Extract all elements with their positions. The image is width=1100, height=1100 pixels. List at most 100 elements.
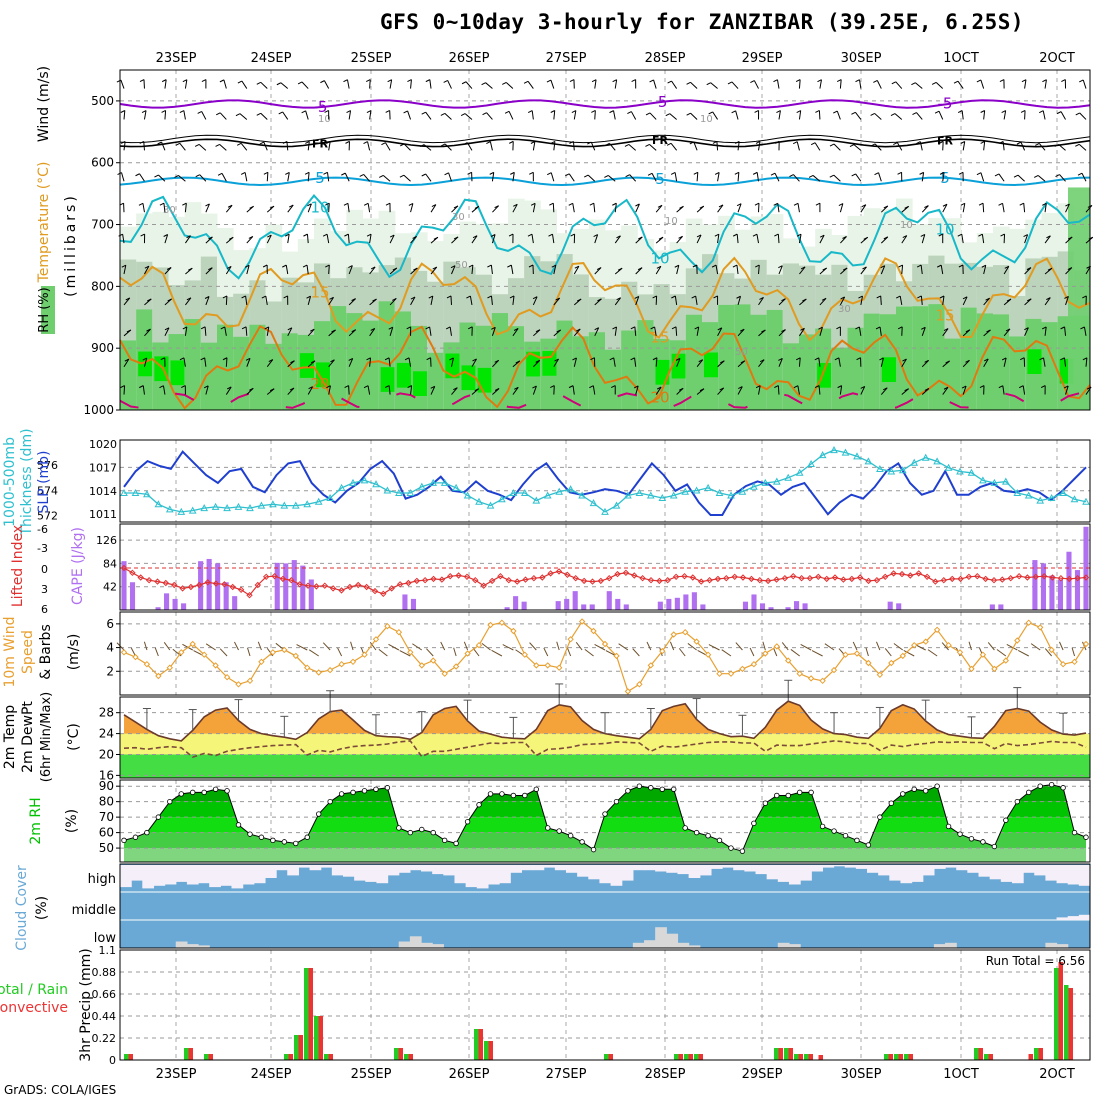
wind-barb-feather	[849, 144, 855, 148]
wind-barb-feather	[413, 267, 418, 271]
wind-barb-feather	[793, 141, 798, 145]
wind-barb	[532, 385, 537, 395]
wind-barb-feather	[754, 110, 759, 113]
lifted-index-point	[1057, 574, 1065, 582]
precip-convective-bar	[1068, 988, 1073, 1060]
wind-barb-feather	[164, 327, 170, 331]
wind-barb-feather	[363, 385, 369, 389]
wind-barb	[593, 203, 596, 213]
wind-barb-feather	[610, 385, 616, 388]
thickness-point	[612, 501, 621, 509]
cape-bar	[410, 598, 417, 610]
wind-barb-feather	[468, 326, 473, 330]
precip-convective-bar	[318, 1016, 323, 1060]
rh-shade-green	[944, 338, 962, 410]
wind-barb-feather	[902, 235, 908, 239]
lifted-index-point	[714, 575, 722, 583]
cloud-row-label: low	[94, 931, 117, 946]
wind-barb	[670, 142, 678, 151]
precip-total-bar	[984, 1054, 989, 1060]
wind-barb	[962, 141, 966, 151]
wind-barb-feather	[421, 173, 426, 177]
wind-barb-feather	[163, 234, 168, 237]
wind-10m-barb	[708, 644, 720, 651]
wind-barb-feather	[425, 326, 430, 330]
precip-convective-bar	[788, 1048, 793, 1060]
wind-barb	[915, 82, 923, 89]
wind-barb-feather	[344, 385, 349, 389]
wind-barb-feather	[698, 359, 703, 363]
wind-barb	[1065, 296, 1069, 306]
wind-barb-feather	[814, 385, 820, 389]
wind-barb-feather	[345, 140, 350, 144]
precip-total-bar	[604, 1054, 609, 1060]
wind-speed-point	[1071, 658, 1078, 666]
wind-barb	[635, 296, 640, 306]
wind-barb-feather	[308, 386, 313, 390]
wind-speed-point	[281, 646, 288, 654]
wind-barb	[798, 357, 801, 367]
wind-barb-feather	[249, 387, 254, 391]
temperature-axis-label: Temperature (°C)	[36, 162, 52, 284]
thickness-line	[124, 449, 1087, 513]
wind-barb-feather	[1080, 326, 1085, 330]
cape-bar	[572, 591, 578, 610]
cloud-high-gap	[543, 865, 556, 868]
lifted-index-point	[472, 576, 479, 584]
wind-barb	[942, 204, 948, 213]
wind-barb	[1060, 111, 1066, 120]
wind-barb-feather	[490, 234, 496, 237]
wind-barb-feather	[248, 235, 254, 239]
wind-barb	[224, 326, 227, 336]
rh-shade-green	[1009, 336, 1026, 410]
rh-contour-label: 30	[838, 304, 851, 315]
rh-point	[190, 789, 196, 796]
rh-point	[900, 791, 906, 797]
wind-barb	[285, 265, 289, 275]
precip-total-bar	[974, 1048, 979, 1060]
wind-barb-feather	[656, 386, 662, 390]
thickness-point	[898, 466, 907, 474]
temp-contour-10	[119, 193, 1091, 280]
rh-point	[579, 839, 585, 845]
wind-speed-point	[246, 677, 254, 685]
wind-barb-feather	[440, 112, 446, 116]
wind-barb	[778, 265, 783, 275]
precip-convective-bar	[208, 1054, 213, 1060]
wind-10m-barb	[800, 643, 812, 651]
wind-barb	[388, 357, 391, 367]
cloud-unit-label: (%)	[34, 896, 50, 920]
wind-barb-feather	[708, 111, 713, 115]
wind-barb-feather	[962, 296, 968, 300]
wind-barb-feather	[773, 202, 778, 206]
wind-speed-point	[865, 659, 872, 667]
wind-barb	[839, 203, 844, 213]
cape-bar	[768, 607, 774, 610]
thickness-point	[165, 505, 174, 513]
precip-convective-bar	[1058, 962, 1063, 1060]
rh-point	[556, 828, 562, 834]
rh-point	[522, 792, 528, 799]
lifted-index-point	[212, 580, 220, 587]
thickness-point	[784, 473, 793, 481]
wind-barb	[489, 141, 493, 151]
rh-shade-bright	[704, 352, 719, 378]
wind-barb	[778, 110, 781, 120]
precip-convective-bar	[478, 1029, 483, 1060]
wind-barb-feather	[432, 266, 437, 270]
thickness-point	[830, 446, 838, 454]
thickness-point	[417, 482, 426, 490]
wind-barb-feather	[694, 326, 699, 330]
rh-point	[499, 791, 505, 797]
wind-barb-feather	[188, 267, 193, 271]
lifted-index-point	[338, 587, 345, 594]
wind-barb-feather	[330, 359, 335, 363]
wind-barb-feather	[407, 79, 412, 83]
wind-10m-barb	[811, 650, 823, 657]
thickness-tick-label: 572	[37, 510, 58, 523]
wind-barb	[164, 110, 167, 120]
thickness-point	[131, 488, 140, 496]
rh-shade-green	[427, 352, 444, 410]
